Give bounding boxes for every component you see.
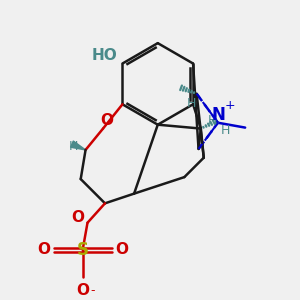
Text: N: N: [211, 106, 225, 124]
Text: +: +: [224, 99, 235, 112]
Text: O: O: [37, 242, 50, 257]
Polygon shape: [70, 141, 86, 150]
Text: HO: HO: [92, 48, 118, 63]
Text: S: S: [76, 241, 88, 259]
Text: H: H: [69, 140, 79, 152]
Text: H: H: [208, 114, 217, 127]
Text: H: H: [187, 97, 196, 110]
Text: H: H: [221, 124, 230, 137]
Text: O: O: [71, 210, 84, 225]
Text: O: O: [115, 242, 128, 257]
Text: O: O: [100, 113, 113, 128]
Text: -: -: [90, 284, 94, 297]
Text: O: O: [76, 283, 89, 298]
